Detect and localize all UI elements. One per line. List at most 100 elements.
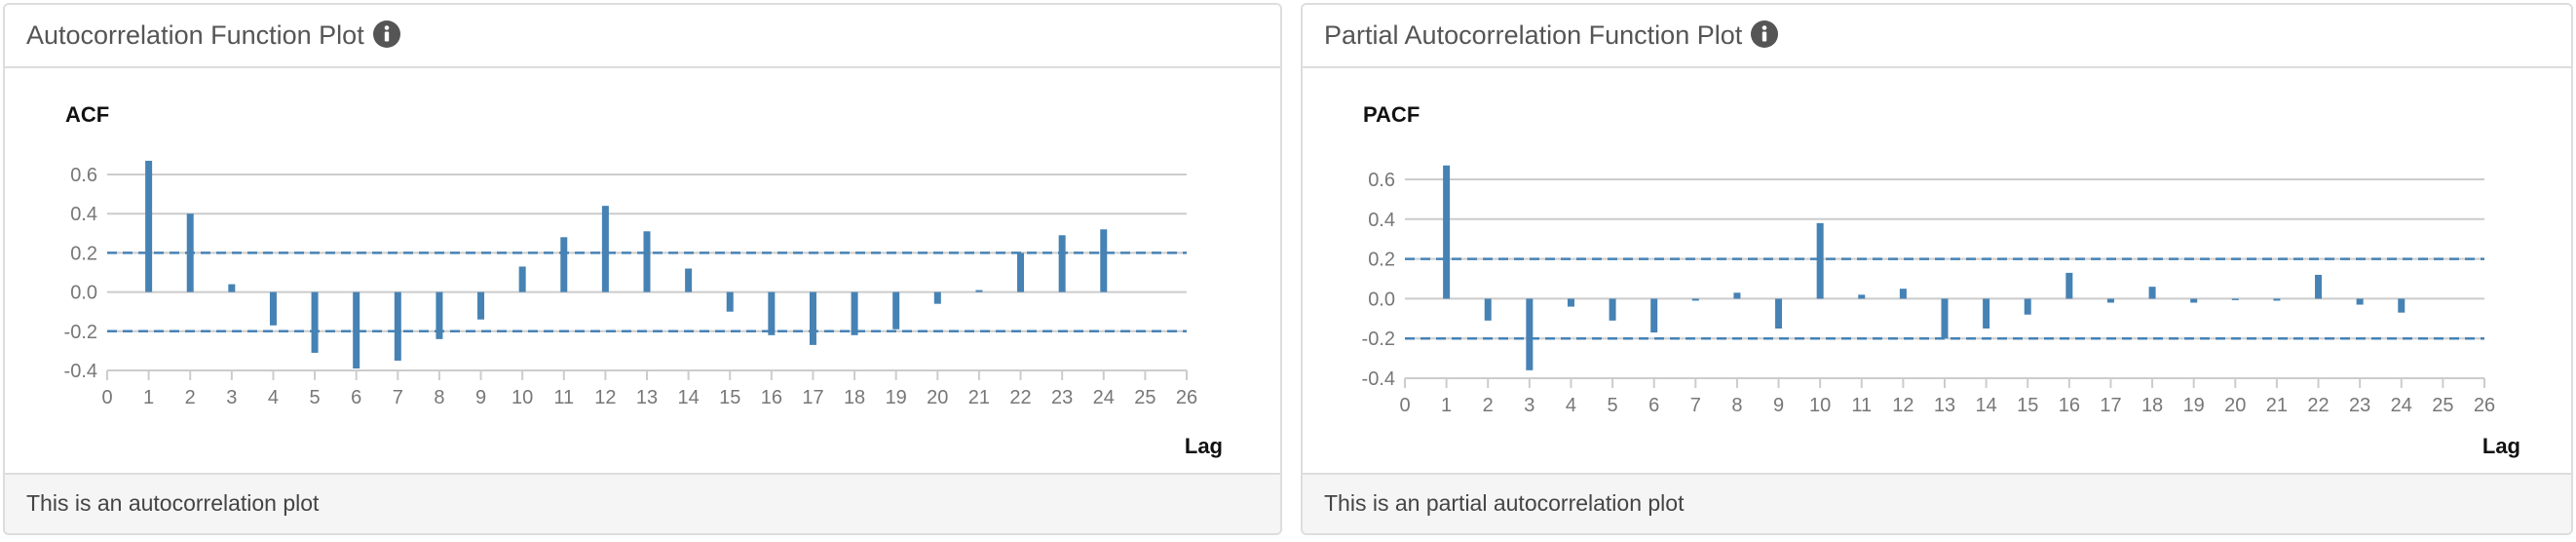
- pacf-x-tick-label: 13: [1934, 395, 1955, 416]
- acf-bar-lag-3[interactable]: [228, 284, 236, 292]
- acf-bar-lag-17[interactable]: [809, 291, 816, 345]
- acf-x-tick-label: 0: [101, 387, 112, 408]
- acf-x-tick-label: 19: [886, 387, 907, 408]
- acf-x-tick-label: 15: [719, 387, 740, 408]
- acf-x-tick-label: 9: [475, 387, 486, 408]
- acf-footer-text: This is an autocorrelation plot: [26, 490, 320, 516]
- pacf-bar-lag-21[interactable]: [2273, 298, 2281, 301]
- pacf-x-tick-label: 15: [2017, 395, 2038, 416]
- acf-bar-lag-24[interactable]: [1100, 229, 1108, 292]
- pacf-x-tick-label: 4: [1566, 395, 1576, 416]
- pacf-bar-lag-22[interactable]: [2315, 274, 2323, 299]
- pacf-bar-lag-23[interactable]: [2356, 298, 2364, 305]
- acf-bar-lag-23[interactable]: [1058, 235, 1066, 292]
- pacf-bar-lag-18[interactable]: [2148, 287, 2156, 299]
- acf-x-tick-label: 21: [968, 387, 990, 408]
- info-icon[interactable]: [1750, 19, 1779, 49]
- pacf-y-tick-label: 0.2: [1368, 250, 1395, 271]
- pacf-bar-lag-7[interactable]: [1691, 298, 1699, 301]
- pacf-x-tick-label: 1: [1441, 395, 1452, 416]
- pacf-x-tick-label: 0: [1399, 395, 1410, 416]
- acf-bar-lag-11[interactable]: [560, 237, 568, 292]
- pacf-x-tick-label: 22: [2307, 395, 2329, 416]
- acf-bar-lag-18[interactable]: [851, 291, 858, 335]
- acf-bar-lag-7[interactable]: [394, 291, 401, 361]
- pacf-x-tick-label: 3: [1524, 395, 1534, 416]
- pacf-bar-lag-9[interactable]: [1775, 298, 1783, 329]
- acf-x-tick-label: 4: [268, 387, 279, 408]
- acf-bar-lag-1[interactable]: [145, 160, 153, 292]
- acf-x-tick-label: 7: [393, 387, 403, 408]
- pacf-bar-lag-24[interactable]: [2398, 298, 2406, 313]
- info-icon[interactable]: [372, 19, 401, 49]
- acf-bar-lag-19[interactable]: [892, 291, 900, 329]
- acf-bar-lag-22[interactable]: [1017, 252, 1025, 292]
- pacf-x-tick-label: 18: [2141, 395, 2163, 416]
- acf-bar-lag-2[interactable]: [186, 213, 194, 292]
- pacf-bar-lag-17[interactable]: [2106, 298, 2114, 303]
- pacf-bar-lag-1[interactable]: [1443, 165, 1451, 299]
- acf-x-tick-label: 8: [434, 387, 444, 408]
- acf-panel-title: Autocorrelation Function Plot: [26, 5, 401, 66]
- acf-bar-lag-5[interactable]: [311, 291, 319, 353]
- pacf-x-tick-label: 19: [2183, 395, 2205, 416]
- acf-bar-lag-4[interactable]: [269, 291, 277, 326]
- acf-x-tick-label: 23: [1051, 387, 1073, 408]
- pacf-bar-lag-16[interactable]: [2065, 272, 2073, 299]
- acf-x-tick-label: 5: [310, 387, 321, 408]
- pacf-bar-lag-14[interactable]: [1983, 298, 1990, 329]
- acf-panel-title-text: Autocorrelation Function Plot: [26, 20, 364, 50]
- acf-bar-lag-14[interactable]: [685, 268, 693, 292]
- pacf-x-tick-label: 26: [2474, 395, 2495, 416]
- acf-x-tick-label: 16: [761, 387, 782, 408]
- pacf-x-tick-label: 17: [2100, 395, 2121, 416]
- acf-bar-lag-12[interactable]: [601, 206, 609, 292]
- pacf-x-tick-label: 5: [1608, 395, 1618, 416]
- pacf-bar-lag-3[interactable]: [1526, 298, 1534, 370]
- acf-y-tick-label: -0.2: [64, 322, 97, 343]
- acf-bar-lag-21[interactable]: [975, 290, 983, 292]
- acf-x-tick-label: 12: [594, 387, 616, 408]
- pacf-bar-lag-2[interactable]: [1484, 298, 1492, 321]
- pacf-bar-lag-20[interactable]: [2231, 298, 2239, 300]
- acf-bar-lag-8[interactable]: [436, 291, 443, 339]
- acf-x-tick-label: 24: [1093, 387, 1115, 408]
- acf-bar-lag-9[interactable]: [477, 291, 485, 320]
- acf-bar-lag-10[interactable]: [518, 266, 526, 292]
- pacf-x-tick-label: 20: [2224, 395, 2246, 416]
- acf-panel: Autocorrelation Function Plot ACF 0.6 0.4 0…: [3, 3, 1282, 535]
- acf-x-tick-label: 10: [511, 387, 533, 408]
- pacf-bar-lag-6[interactable]: [1650, 298, 1658, 333]
- pacf-x-tick-label: 11: [1851, 395, 1872, 416]
- acf-bar-lag-15[interactable]: [726, 291, 734, 312]
- acf-y-tick-label: 0.6: [70, 165, 97, 186]
- pacf-bar-lag-15[interactable]: [2024, 298, 2031, 315]
- pacf-bar-lag-8[interactable]: [1733, 292, 1741, 299]
- pacf-bar-lag-4[interactable]: [1567, 298, 1574, 307]
- pacf-panel-title-text: Partial Autocorrelation Function Plot: [1324, 20, 1743, 50]
- pacf-panel: Partial Autocorrelation Function Plot PA…: [1301, 3, 2573, 535]
- pacf-x-axis-title: Lag: [2482, 434, 2520, 458]
- acf-bar-lag-20[interactable]: [933, 291, 941, 304]
- pacf-y-tick-label: -0.4: [1362, 368, 1395, 390]
- pacf-x-tick-label: 9: [1773, 395, 1784, 416]
- pacf-x-tick-label: 7: [1690, 395, 1701, 416]
- acf-bar-lag-6[interactable]: [353, 291, 360, 368]
- pacf-bar-lag-12[interactable]: [1899, 289, 1907, 299]
- acf-x-tick-label: 11: [553, 387, 574, 408]
- pacf-footer-text: This is an partial autocorrelation plot: [1324, 490, 1685, 516]
- pacf-bar-lag-10[interactable]: [1816, 222, 1824, 299]
- pacf-bar-lag-13[interactable]: [1941, 298, 1949, 339]
- acf-bar-lag-13[interactable]: [643, 231, 651, 292]
- pacf-bar-lag-11[interactable]: [1858, 294, 1866, 299]
- acf-y-tick-label: -0.4: [64, 361, 97, 382]
- pacf-bar-lag-5[interactable]: [1609, 298, 1616, 321]
- acf-x-tick-label: 14: [677, 387, 699, 408]
- pacf-y-tick-label: -0.2: [1362, 329, 1395, 350]
- acf-y-tick-label: 0.0: [70, 283, 97, 304]
- acf-bar-lag-16[interactable]: [768, 291, 776, 335]
- pacf-bar-lag-19[interactable]: [2190, 298, 2198, 303]
- acf-x-tick-label: 22: [1009, 387, 1031, 408]
